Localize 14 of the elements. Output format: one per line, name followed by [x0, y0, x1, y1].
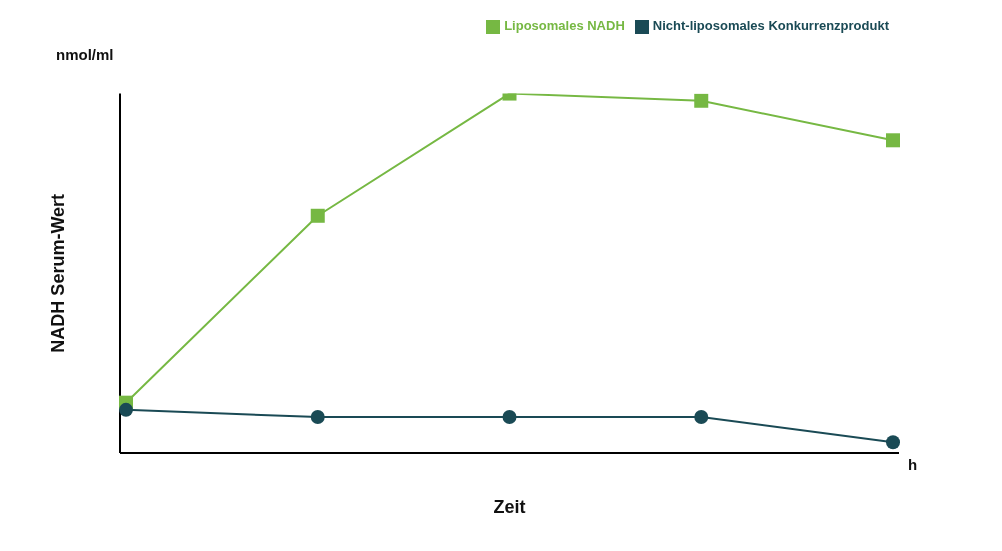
point — [502, 410, 517, 425]
legend-label: Nicht-liposomales Konkurrenzprodukt — [652, 18, 889, 33]
point — [119, 402, 133, 417]
point — [694, 93, 709, 108]
x-axis-title: Zeit — [493, 497, 526, 517]
point — [694, 410, 709, 425]
point — [310, 410, 325, 425]
point — [886, 435, 900, 450]
point — [886, 133, 900, 148]
point — [310, 208, 325, 223]
legend-label: Liposomales NADH — [504, 18, 625, 33]
text: nmol/ml — [56, 46, 114, 63]
y-axis-title: NADH Serum-Wert — [48, 193, 69, 353]
text: h — [908, 456, 918, 473]
